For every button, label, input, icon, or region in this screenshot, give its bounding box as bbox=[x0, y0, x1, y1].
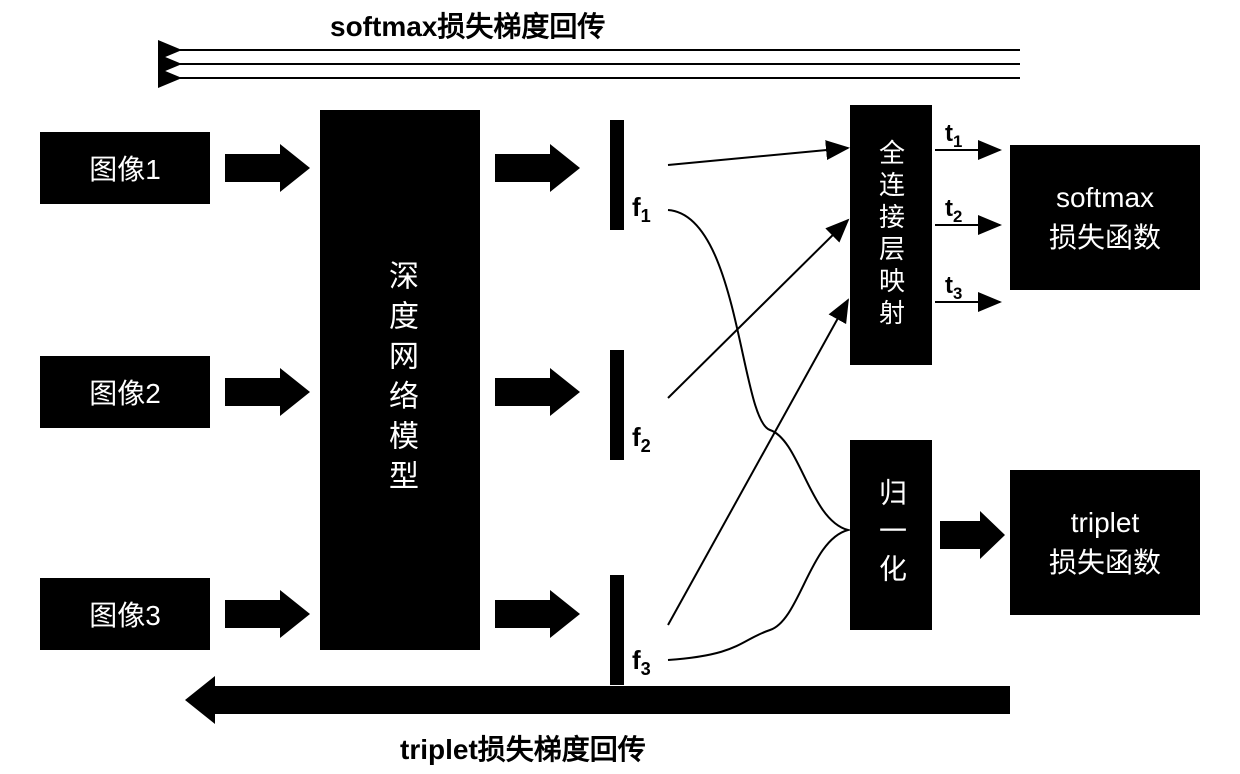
triplet-backprop-arrow bbox=[185, 676, 1010, 724]
normalization-layer: 归一化 bbox=[850, 440, 932, 630]
input-image-3: 图像3 bbox=[40, 578, 210, 650]
arrow-norm-to-triplet bbox=[940, 511, 1005, 559]
feature-label-f3: f3 bbox=[632, 645, 651, 680]
feature-label-f2: f2 bbox=[632, 422, 651, 457]
t2-label: t2 bbox=[945, 195, 962, 227]
input-image-2: 图像2 bbox=[40, 356, 210, 428]
triplet-loss-box: triplet 损失函数 bbox=[1010, 470, 1200, 615]
softmax-loss-box: softmax 损失函数 bbox=[1010, 145, 1200, 290]
t3-label: t3 bbox=[945, 272, 962, 304]
feature-bar-f1 bbox=[610, 120, 624, 230]
arrow-input2-to-net bbox=[225, 368, 310, 416]
fc-layer-mapping: 全连接层映射 bbox=[850, 105, 932, 365]
feature-bar-f2 bbox=[610, 350, 624, 460]
feature-bar-f3 bbox=[610, 575, 624, 685]
deep-network-model: 深度网络模型 bbox=[320, 110, 480, 650]
arrow-input3-to-net bbox=[225, 590, 310, 638]
triplet-backprop-label: triplet损失梯度回传 bbox=[400, 728, 646, 768]
arrow-net-to-f2 bbox=[495, 368, 580, 416]
arrow-input1-to-net bbox=[225, 144, 310, 192]
arrow-net-to-f1 bbox=[495, 144, 580, 192]
arrow-net-to-f3 bbox=[495, 590, 580, 638]
t1-label: t1 bbox=[945, 120, 962, 152]
feature-label-f1: f1 bbox=[632, 192, 651, 227]
input-image-1: 图像1 bbox=[40, 132, 210, 204]
softmax-backprop-label: softmax损失梯度回传 bbox=[330, 5, 605, 45]
